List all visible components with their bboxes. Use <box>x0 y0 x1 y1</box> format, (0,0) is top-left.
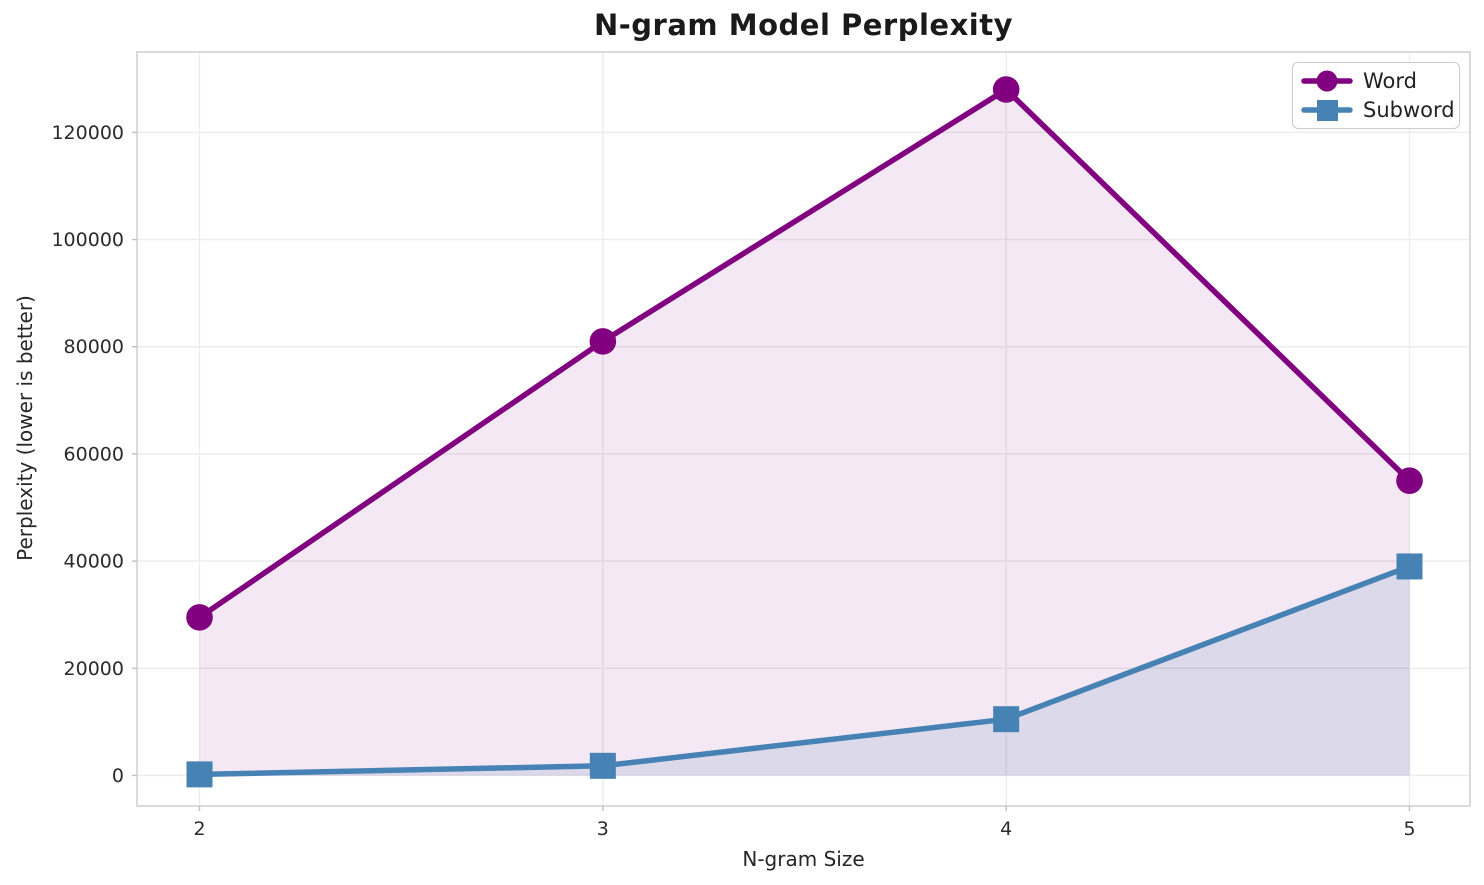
legend-marker-sample <box>1316 70 1338 92</box>
x-tick-label: 2 <box>193 818 205 840</box>
legend: Word Subword <box>1292 62 1460 129</box>
y-tick-label: 80000 <box>64 336 124 358</box>
subword-data-point <box>1396 553 1423 580</box>
y-tick-label: 40000 <box>64 551 124 573</box>
subword-data-point <box>993 706 1020 733</box>
circle-marker-icon <box>1301 70 1353 92</box>
word-data-point <box>992 76 1020 103</box>
plot-border <box>136 51 1471 807</box>
legend-item: Word <box>1301 66 1449 96</box>
legend-label: Subword <box>1363 98 1455 123</box>
word-data-point <box>589 328 617 355</box>
x-tick-label: 5 <box>1403 818 1415 840</box>
legend-marker-sample <box>1317 100 1338 122</box>
x-tick-label: 4 <box>1000 818 1012 840</box>
subword-area-fill <box>199 566 1410 776</box>
x-axis-label: N-gram Size <box>742 847 865 871</box>
y-tick-label: 120000 <box>51 122 124 144</box>
plot-area <box>137 52 1470 806</box>
word-area-fill <box>199 89 1410 776</box>
subword-data-point <box>589 752 616 779</box>
legend-label: Word <box>1363 68 1417 93</box>
subword-series-line <box>196 563 1413 778</box>
x-tick-label: 3 <box>597 818 609 840</box>
word-series-line <box>196 86 1413 621</box>
y-tick-label: 60000 <box>64 443 124 465</box>
y-tick-label: 20000 <box>64 658 124 680</box>
square-marker-icon <box>1301 100 1353 122</box>
y-tick-label: 0 <box>112 765 124 787</box>
chart-title: N-gram Model Perplexity <box>593 8 1013 42</box>
legend-item: Subword <box>1301 96 1455 126</box>
word-data-point <box>186 604 213 631</box>
subword-data-point <box>186 761 213 788</box>
word-data-point <box>1396 467 1423 495</box>
y-tick-label: 100000 <box>51 229 124 251</box>
